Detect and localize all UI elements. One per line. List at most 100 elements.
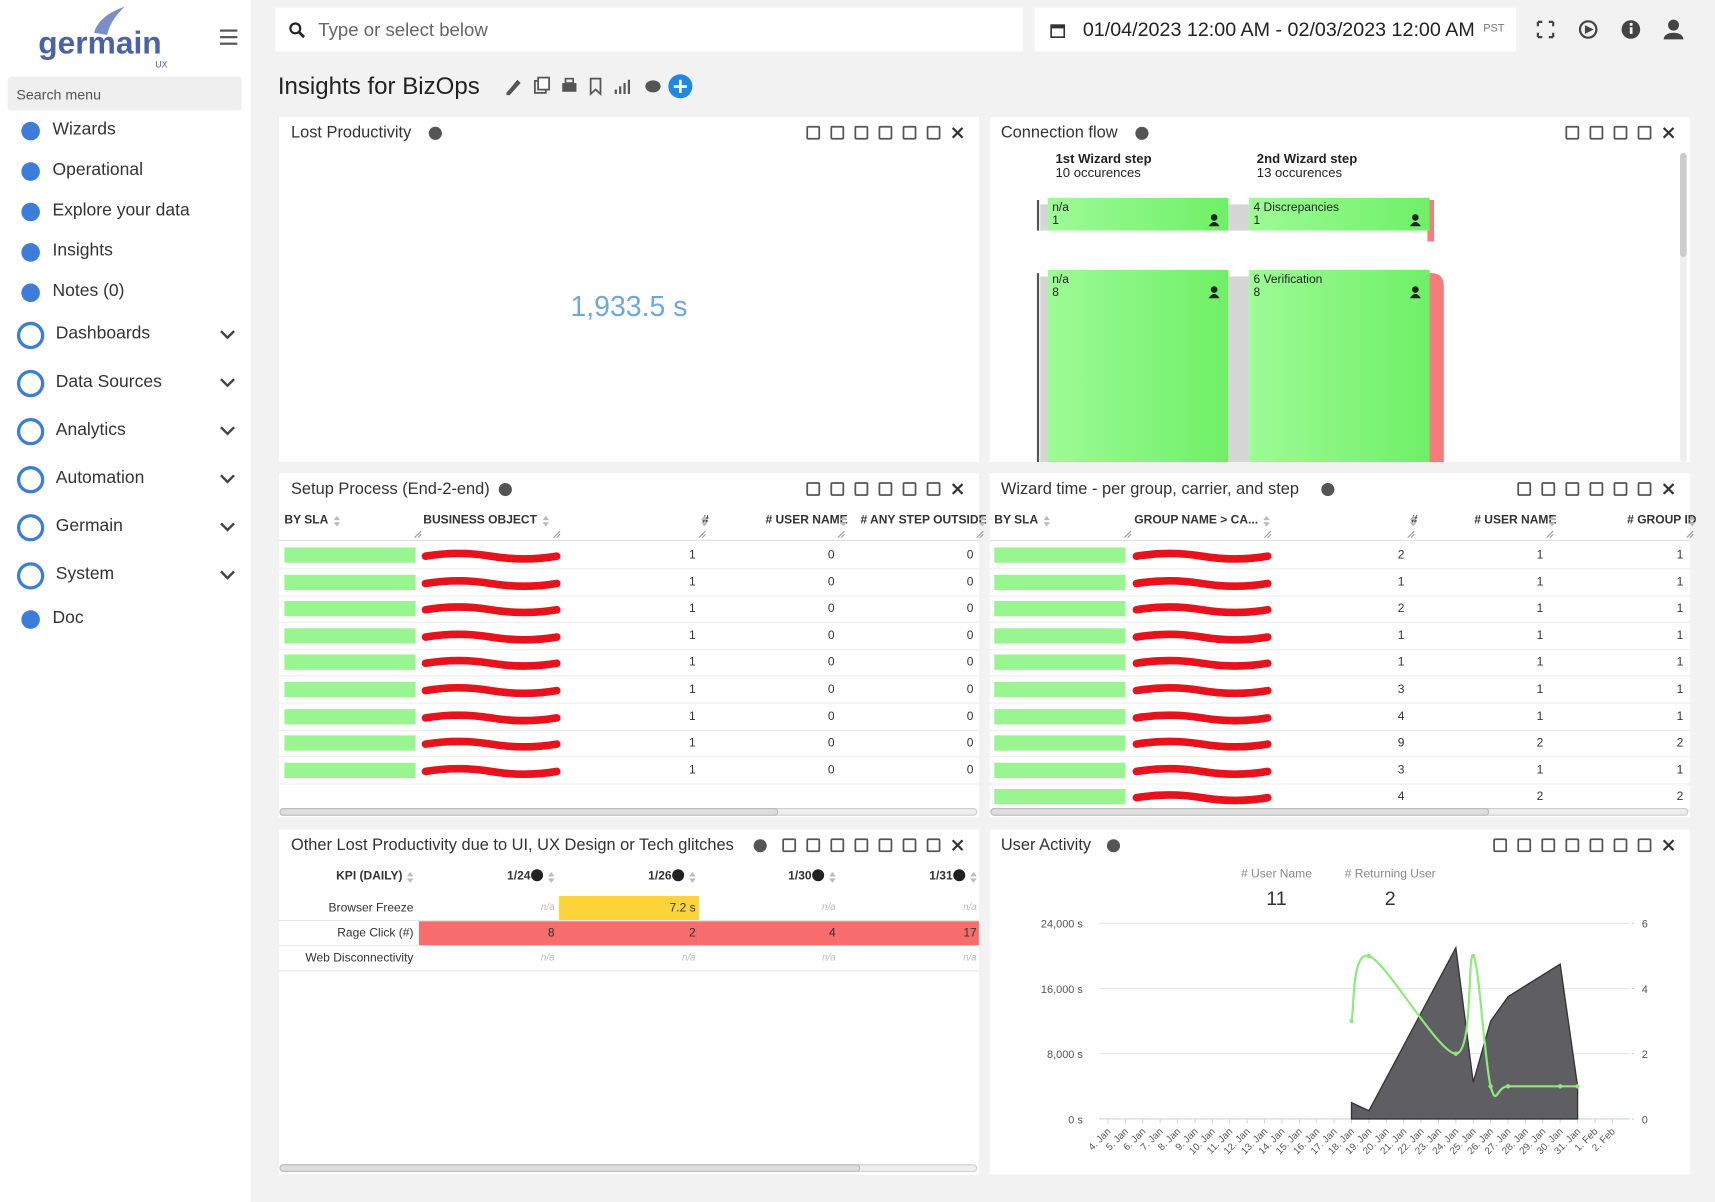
resize-handle [1264, 530, 1272, 538]
info-icon [812, 869, 825, 882]
kpi-label: # Returning User [1344, 867, 1436, 881]
icon-shape [21, 283, 40, 303]
sla-bar [994, 681, 1126, 698]
menu-icon [21, 283, 40, 303]
cell: 1 [688, 736, 696, 750]
column-header[interactable]: # USER NAME [1474, 513, 1557, 527]
sla-bar [994, 708, 1126, 725]
flow-edge [1036, 199, 1040, 231]
row-rule [278, 568, 979, 570]
column-header[interactable]: BUSINESS OBJECT [423, 513, 537, 527]
menu-item[interactable]: Data Sources [55, 372, 162, 392]
column-header[interactable]: # [702, 513, 709, 527]
cell: 1 [1536, 575, 1544, 589]
menu-item[interactable]: Explore your data [52, 201, 190, 220]
redaction [1132, 764, 1272, 778]
user-icon [1208, 221, 1220, 227]
row-decor [989, 735, 1690, 758]
tool-icon [1517, 838, 1532, 853]
cell-fill [558, 921, 699, 946]
resize-handle [837, 530, 845, 538]
sort-shape [840, 515, 847, 527]
redaction [421, 603, 561, 617]
cell: 1 [688, 575, 696, 589]
kpi-name: Browser Freeze [328, 901, 414, 915]
date-picker[interactable]: 01/04/2023 12:00 AM - 02/03/2023 12:00 A… [1034, 7, 1517, 52]
sort-shape [406, 871, 414, 883]
menu-item[interactable]: Wizards [52, 120, 116, 139]
flow-edge [1036, 273, 1040, 463]
menu-toggle[interactable] [219, 28, 240, 45]
menu-search[interactable]: Search menu [7, 76, 242, 111]
menu-item[interactable]: Operational [52, 160, 143, 180]
sla-bar [284, 601, 416, 617]
kpi-value: 2 [1384, 887, 1396, 910]
cell: 2 [1536, 790, 1544, 804]
row-decor [278, 681, 979, 704]
top-actions[interactable] [1531, 15, 1690, 46]
tool-icon [1613, 125, 1628, 140]
sla-bar [284, 654, 416, 671]
row-decor [989, 547, 1690, 570]
tool-icon [902, 125, 917, 140]
cell: 0 [966, 656, 974, 670]
lost-productivity-panel: Lost Productivity 1,933.5 s [278, 116, 979, 463]
menu-item[interactable]: Analytics [55, 420, 126, 440]
sla-bar [994, 574, 1126, 590]
kpi-name: Web Disconnectivity [305, 951, 414, 965]
wizard-time-panel: Wizard time - per group, carrier, and st… [989, 473, 1696, 818]
sort-shape [1548, 515, 1556, 527]
menu-icon [21, 162, 40, 181]
cell: n/a [540, 901, 555, 913]
chevron [220, 570, 235, 580]
info-icon [672, 869, 685, 882]
chevron-shape [220, 474, 235, 484]
row-rule [278, 648, 979, 650]
menu-item[interactable]: Automation [55, 468, 145, 488]
menu-item[interactable]: Dashboards [55, 324, 151, 344]
menu-item[interactable]: Notes (0) [52, 281, 125, 301]
user-icon [1409, 221, 1421, 227]
info-shape [1135, 126, 1149, 140]
column-header[interactable]: # ANY STEP OUTSIDE [860, 513, 987, 527]
node-count: 1 [1052, 213, 1059, 227]
column-header[interactable]: BY SLA [994, 513, 1039, 527]
sla-bar [284, 574, 416, 590]
row-decor [278, 654, 979, 677]
redaction [1132, 576, 1272, 590]
title-actions[interactable] [503, 74, 700, 100]
menu-item[interactable]: Germain [55, 516, 123, 536]
tool-icon [878, 482, 893, 496]
redaction [421, 737, 561, 751]
chevron [220, 330, 235, 340]
global-search[interactable]: Type or select below [275, 7, 1023, 52]
tool-icon [830, 125, 845, 140]
node-count: 8 [1052, 285, 1059, 299]
column-header[interactable]: BY SLA [284, 513, 329, 527]
scrollbar-thumb [1680, 152, 1687, 257]
resize-shape [414, 530, 422, 538]
column-header[interactable]: 1/30 [788, 869, 812, 883]
menu-item[interactable]: System [55, 564, 115, 584]
info-shape [672, 869, 685, 882]
column-header[interactable]: GROUP NAME > CA... [1134, 513, 1259, 527]
user-activity-panel: User Activity # User Name 11 # Returning U… [989, 829, 1690, 1175]
column-header[interactable]: # GROUP ID [1627, 513, 1697, 527]
menu-icon [16, 321, 45, 350]
cell: 1 [1397, 575, 1405, 589]
column-header[interactable]: 1/26 [648, 869, 672, 883]
menu-item[interactable]: Insights [52, 241, 113, 261]
column-header[interactable]: # USER NAME [765, 513, 848, 527]
column-header[interactable]: 1/31 [929, 869, 953, 883]
column-header[interactable]: # [1410, 513, 1418, 527]
redaction [421, 764, 561, 778]
y-tick-label: 8,000 s [1047, 1049, 1083, 1061]
row-rule [278, 970, 979, 972]
panel-toolbar [1565, 125, 1675, 140]
close-icon [951, 839, 964, 851]
menu-item[interactable]: Doc [52, 608, 84, 628]
column-header[interactable]: 1/24 [507, 869, 531, 883]
tool-icon [926, 125, 941, 140]
column-header[interactable]: KPI (DAILY) [336, 869, 403, 883]
sla-bar [284, 735, 416, 751]
